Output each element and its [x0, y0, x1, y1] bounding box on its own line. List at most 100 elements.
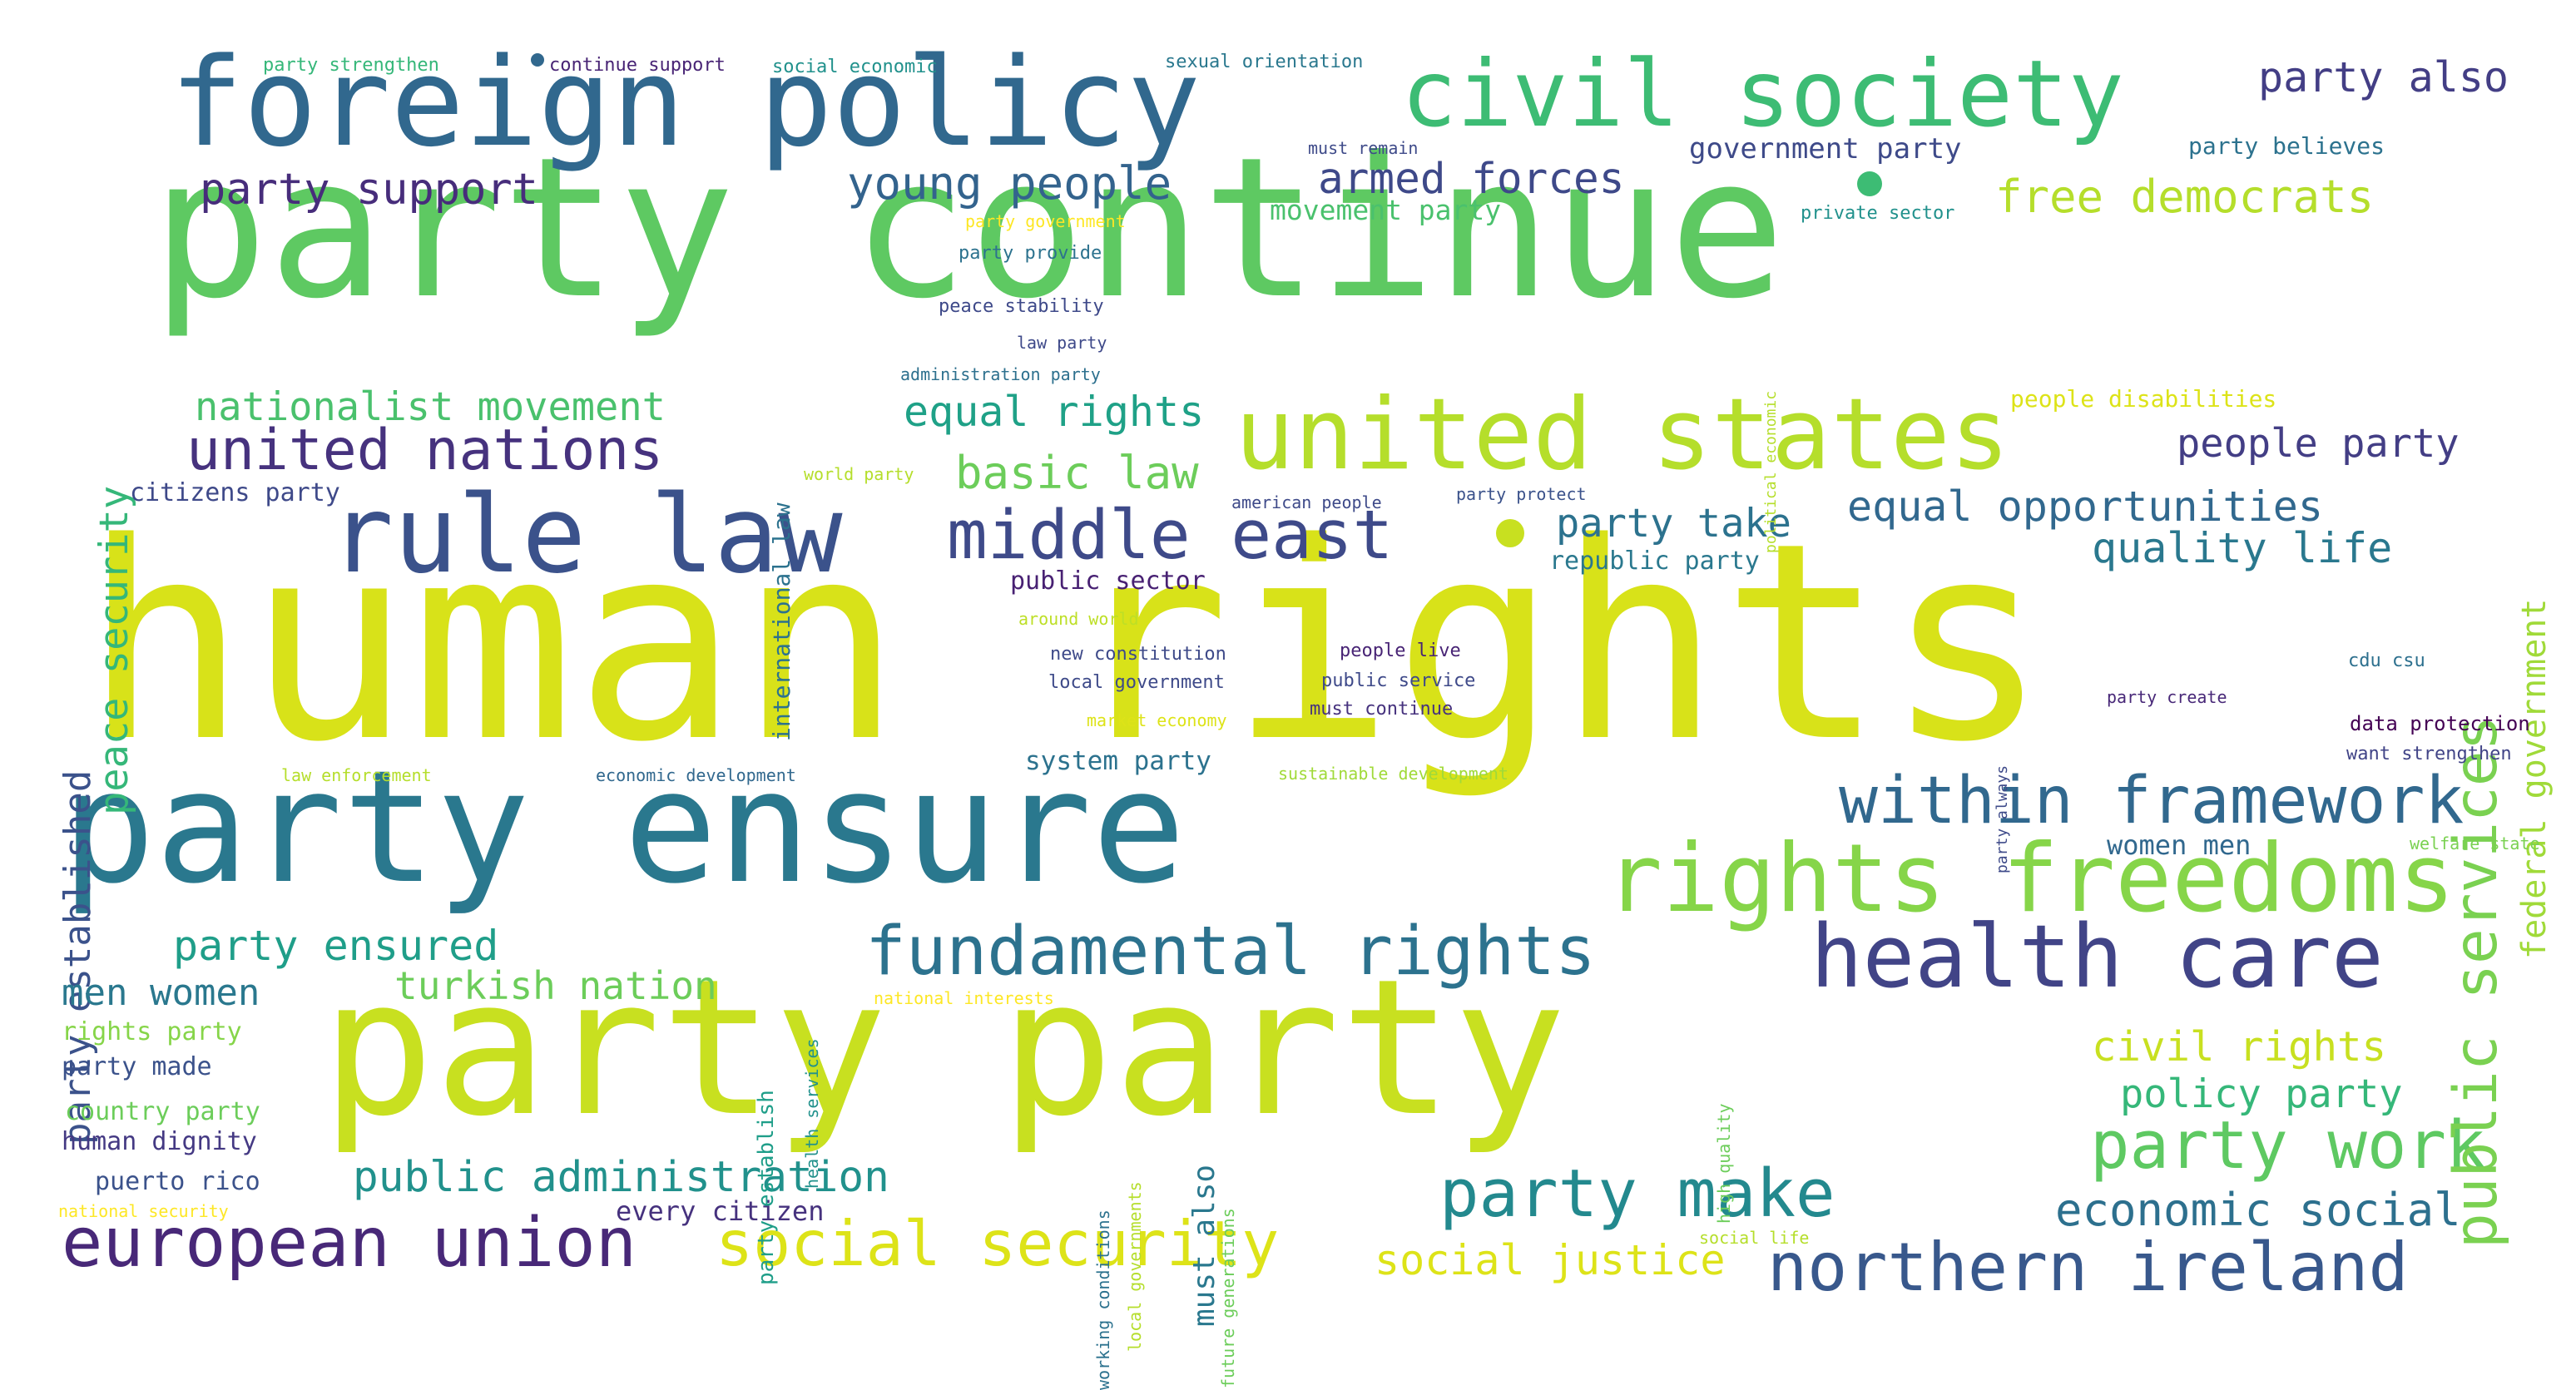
word: free democrats	[1995, 171, 2375, 223]
word: human dignity	[62, 1127, 257, 1156]
word: civil rights	[2092, 1023, 2387, 1071]
word: party also	[2258, 53, 2509, 101]
word: northern ireland	[1767, 1229, 2409, 1306]
word: around world	[1018, 609, 1139, 629]
word: united nations	[186, 418, 664, 483]
word: private sector	[1801, 203, 1955, 224]
word: party make	[1439, 1155, 1835, 1232]
word: party provide	[959, 243, 1102, 264]
word: social security	[716, 1207, 1280, 1280]
word: foreign policy	[170, 32, 1201, 174]
word: social life	[1699, 1228, 1810, 1248]
word: health services	[802, 1038, 822, 1189]
word: party always	[1994, 764, 2011, 873]
word: administration party	[900, 364, 1101, 384]
word: party made	[62, 1052, 212, 1081]
word: within framework	[1839, 764, 2465, 838]
word: high quality	[1714, 1103, 1734, 1224]
word: party work	[2090, 1107, 2486, 1184]
word: rule law	[329, 473, 843, 597]
word: cdu csu	[2348, 650, 2425, 671]
word: fundamental rights	[865, 913, 1596, 991]
word: law enforcement	[281, 765, 432, 785]
word: party take	[1556, 501, 1791, 547]
word: party ensure	[62, 737, 1186, 918]
word: public service	[1321, 670, 1476, 691]
dot	[1857, 171, 1882, 196]
word: public sector	[1010, 566, 1206, 596]
word: must continue	[1310, 699, 1454, 720]
word: political economic	[1762, 390, 1780, 553]
word: economic social	[2055, 1184, 2461, 1236]
word: civil society	[1401, 41, 2124, 148]
word: people party	[2177, 421, 2460, 467]
word: country party	[65, 1097, 260, 1126]
word: republic party	[1549, 547, 1760, 576]
word: party party	[321, 939, 1567, 1158]
word: social justice	[1375, 1236, 1726, 1284]
word: international law	[768, 502, 795, 741]
word: data protection	[2350, 712, 2530, 735]
word: men women	[62, 972, 260, 1014]
word: world party	[804, 464, 914, 484]
word: market economy	[1087, 710, 1227, 730]
word: policy party	[2120, 1071, 2403, 1117]
word: quality life	[2092, 524, 2393, 572]
word: nationalist movement	[195, 384, 666, 430]
word-cloud: human rights party continue party party …	[57, 32, 2554, 1390]
word: turkish nation	[394, 963, 717, 1008]
word: party government	[965, 211, 1126, 231]
word: economic development	[596, 765, 796, 785]
word: local government	[1048, 672, 1225, 693]
word: people disabilities	[2010, 385, 2277, 413]
word: citizens party	[130, 478, 340, 507]
word: future generations	[1218, 1208, 1238, 1388]
word: continue support	[549, 55, 726, 76]
word: every citizen	[616, 1195, 825, 1227]
word: must remain	[1308, 138, 1419, 158]
word: health care	[1811, 906, 2384, 1007]
word: government party	[1689, 132, 1962, 166]
word: local governments	[1125, 1181, 1145, 1352]
word: people live	[1340, 641, 1461, 661]
word: system party	[1025, 746, 1211, 776]
word: public services	[2441, 715, 2510, 1249]
dot	[1496, 519, 1524, 547]
word: armed forces	[1318, 155, 1625, 204]
word: women men	[2107, 829, 2252, 861]
word: social economic	[772, 57, 938, 77]
word: public administration	[353, 1153, 889, 1202]
word: party continue	[151, 116, 1786, 341]
word: federal government	[2515, 598, 2554, 959]
dot	[531, 53, 544, 67]
word: must also	[1187, 1164, 1221, 1327]
word: national security	[58, 1201, 229, 1221]
word: party establish	[754, 1090, 779, 1285]
word: law party	[1017, 333, 1107, 353]
word: sustainable development	[1278, 764, 1508, 784]
word: rights party	[62, 1017, 242, 1046]
word: movement party	[1270, 194, 1502, 226]
word: basic law	[955, 447, 1199, 499]
word: party create	[2107, 687, 2227, 707]
word: party believes	[2188, 132, 2385, 160]
word: new constitution	[1050, 644, 1226, 665]
word: welfare state	[2410, 834, 2540, 853]
word: middle east	[947, 497, 1394, 575]
word: party ensured	[173, 922, 499, 970]
word: rights freedoms	[1606, 824, 2455, 933]
word: party protect	[1456, 484, 1587, 504]
word: american people	[1231, 492, 1382, 512]
word: national interests	[874, 988, 1054, 1008]
word: want strengthen	[2346, 744, 2512, 764]
word: party support	[200, 165, 538, 215]
word: party strengthen	[263, 55, 439, 76]
word: party established	[57, 769, 99, 1145]
word: equal opportunities	[1847, 482, 2323, 531]
word: equal rights	[904, 388, 1205, 436]
word: european union	[62, 1204, 637, 1283]
word: peace stability	[939, 296, 1104, 317]
word: young people	[847, 157, 1172, 210]
word: united states	[1235, 378, 2010, 492]
word: human rights	[83, 485, 2049, 802]
